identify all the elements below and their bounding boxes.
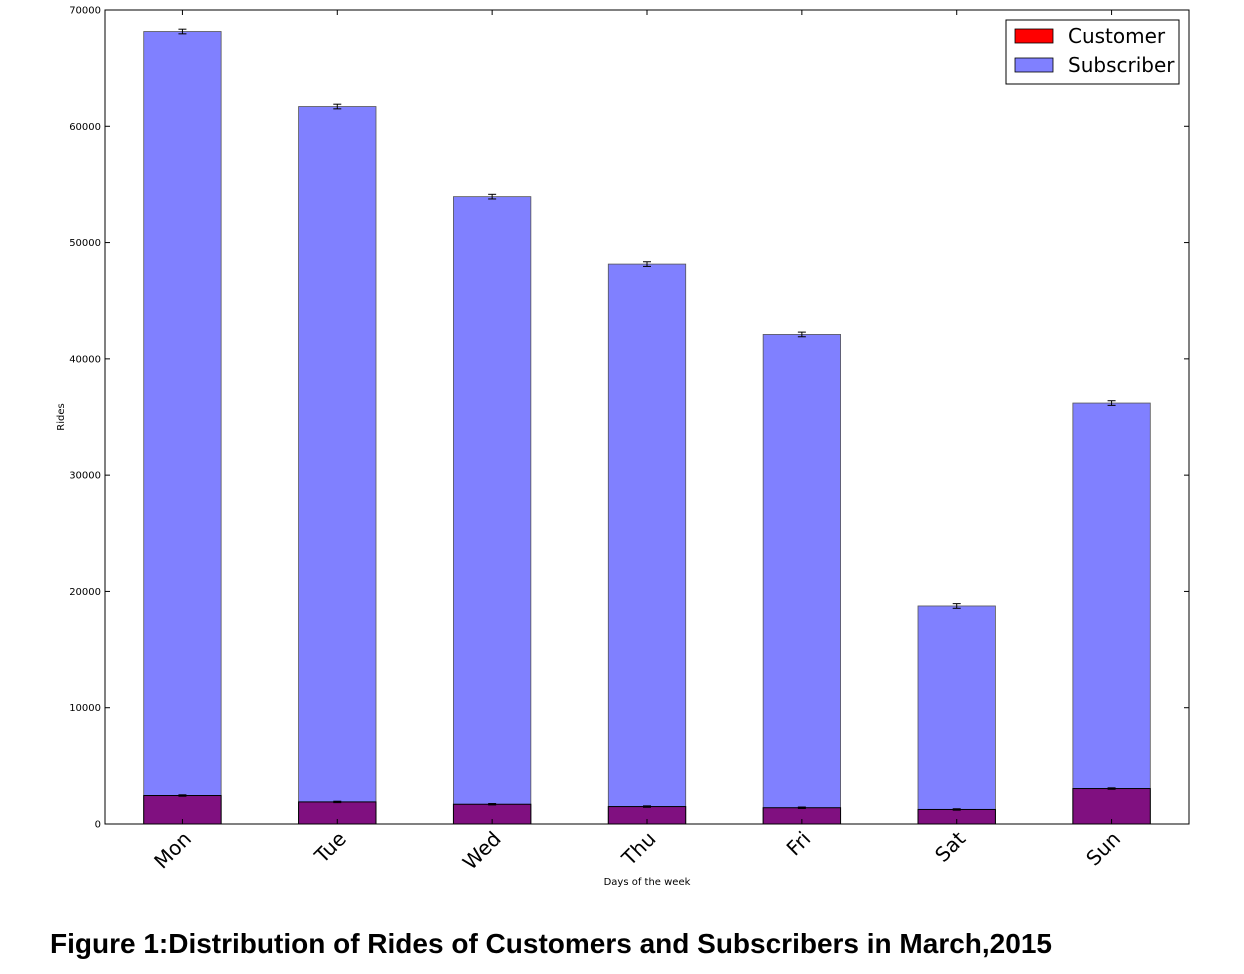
subscriber-bar-sat: [917, 605, 996, 825]
x-tick-label-fri: Fri: [782, 827, 816, 861]
error-bars: [178, 28, 1116, 811]
x-axis-label: Days of the week: [604, 877, 691, 888]
customer-errorbar-wed: [488, 803, 497, 806]
subscriber-errorbar-sat: [952, 603, 961, 609]
y-tick-label: 70000: [69, 6, 101, 17]
customer-bar-sun: [1072, 788, 1151, 825]
subscriber-bar-mon: [143, 31, 222, 825]
subscriber-bar-thu: [607, 263, 687, 825]
y-axis-label: Rides: [56, 403, 67, 430]
customer-errorbar-thu: [643, 805, 651, 808]
legend-label-customer: Customer: [1068, 24, 1166, 48]
subscriber-errorbar-tue: [333, 103, 342, 110]
y-tick-label: 10000: [69, 703, 101, 714]
x-tick-label-thu: Thu: [616, 827, 660, 871]
subscriber-bar-sun: [1072, 402, 1151, 825]
x-tick-label-sat: Sat: [930, 826, 970, 866]
y-tick-label: 20000: [69, 587, 101, 598]
customer-errorbar-tue: [333, 800, 342, 804]
subscriber-errorbar-thu: [643, 261, 651, 267]
customer-errorbar-mon: [178, 794, 187, 797]
legend-swatch-subscriber: [1014, 57, 1054, 73]
subscriber-bar-tue: [298, 106, 377, 825]
x-tick-label-wed: Wed: [458, 827, 506, 875]
x-tick-label-sun: Sun: [1081, 827, 1125, 871]
legend-label-subscriber: Subscriber: [1068, 53, 1175, 77]
y-tick-label: 50000: [69, 238, 101, 249]
subscriber-errorbar-fri: [797, 331, 806, 338]
x-tick-label-mon: Mon: [149, 827, 196, 874]
subscriber-errorbar-mon: [178, 28, 187, 35]
subscriber-bar-wed: [453, 196, 532, 825]
y-tick-label: 30000: [69, 471, 101, 482]
legend-swatch-customer: [1014, 28, 1054, 44]
x-tick-label-tue: Tue: [309, 827, 351, 869]
subscriber-errorbar-wed: [488, 193, 497, 200]
y-axis-ticks: 0 10000 20000 30000 40000 50000 60000 70000: [69, 6, 1189, 831]
y-tick-label: 60000: [69, 122, 101, 133]
y-tick-label: 40000: [69, 354, 101, 365]
customer-bars: [143, 788, 1151, 825]
customer-errorbar-fri: [797, 806, 806, 809]
legend: Customer Subscriber: [1005, 19, 1180, 85]
y-tick-label: 0: [95, 820, 101, 831]
subscriber-bar-fri: [762, 334, 841, 825]
customer-errorbar-sun: [1107, 787, 1116, 790]
figure-caption: Figure 1:Distribution of Rides of Custom…: [50, 928, 1052, 959]
subscriber-errorbar-sun: [1107, 400, 1116, 406]
customer-errorbar-sat: [952, 808, 961, 811]
subscriber-bars: [143, 31, 1151, 825]
